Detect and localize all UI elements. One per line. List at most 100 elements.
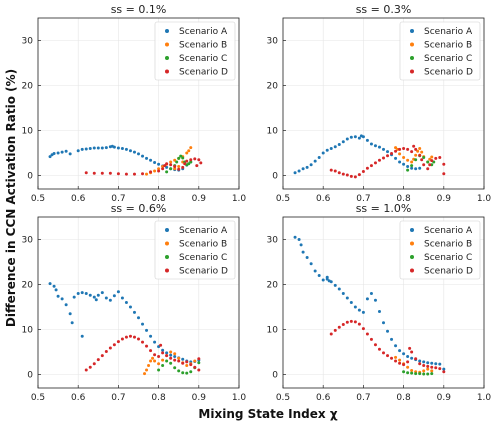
data-point [406,147,410,151]
data-point [169,350,173,354]
data-point [317,156,321,159]
data-point [398,349,402,353]
data-point [141,154,145,158]
data-point [369,142,373,146]
data-point [345,137,349,141]
data-point [173,158,177,162]
data-point [189,370,193,374]
data-point [96,146,100,150]
x-tick-label: 0.6 [71,194,86,204]
data-point [365,138,369,142]
data-point [394,359,398,363]
data-point [430,159,434,163]
data-point [80,334,84,338]
data-point [297,169,301,173]
data-point [345,296,349,300]
plot-frame [282,216,485,389]
data-point [402,352,406,356]
data-point [84,292,88,295]
x-tick-label: 0.6 [316,393,331,403]
data-point [141,322,145,326]
data-point [169,160,173,164]
data-point [321,278,325,282]
y-tick-label: 30 [267,236,279,246]
data-point [394,355,398,359]
data-point [418,166,422,170]
x-tick-label: 0.8 [396,393,411,403]
data-point [197,361,201,365]
data-point [430,365,434,369]
legend-label: Scenario C [424,253,472,263]
data-point [414,158,418,162]
data-point [112,294,116,298]
legend-label: Scenario D [424,267,473,277]
legend-marker [165,69,169,74]
data-point [54,288,58,292]
data-point [410,368,414,372]
data-point [293,171,297,175]
data-point [169,361,173,365]
legend: Scenario A Scenario B Scenario C Scenario D [154,220,236,280]
legend-marker [165,42,169,47]
data-point [305,165,309,169]
data-point [52,151,56,155]
data-point [108,346,112,350]
data-point [132,150,136,154]
data-point [414,357,418,361]
data-point [116,146,120,150]
data-point [394,344,398,348]
y-tick-label: 20 [267,281,279,291]
data-point [313,269,317,273]
data-point [145,344,149,348]
data-point [124,301,128,304]
data-point [100,146,104,150]
data-point [394,156,398,160]
data-point [157,362,161,366]
data-point [406,355,410,358]
data-point [394,146,398,150]
data-point [430,372,434,376]
data-point [153,160,157,164]
y-tick-label: 0 [272,172,278,182]
data-point [199,161,203,165]
data-point [124,172,128,176]
data-point [357,308,361,312]
legend-box [154,21,236,81]
data-point [329,332,333,336]
data-point [48,155,52,159]
data-point [72,295,76,299]
data-point [173,167,177,171]
data-point [124,147,128,151]
data-point [159,343,163,347]
data-point [297,238,301,241]
data-point [197,368,201,372]
data-point [161,364,165,367]
data-point [132,310,136,314]
data-point [416,149,420,153]
data-point [92,362,96,366]
data-point [153,169,157,173]
data-point [325,275,329,279]
data-point [357,136,361,140]
data-point [70,321,74,325]
x-tick-label: 0.9 [192,194,207,204]
legend-box [154,220,236,280]
data-point [149,334,153,338]
data-point [408,346,412,350]
y-tick-label: 10 [267,127,279,137]
data-point [189,146,193,150]
data-point [369,292,373,295]
data-point [426,367,430,371]
series-scenario-c [402,370,434,376]
x-tick-label: 0.5 [276,194,290,204]
data-point [48,282,52,286]
data-point [406,360,410,364]
data-point [124,335,128,339]
data-point [189,160,193,164]
data-point [177,165,181,168]
data-point [414,372,418,376]
data-point [410,164,414,168]
x-tick-label: 0.7 [356,194,370,204]
legend-marker [410,241,414,246]
data-point [68,312,72,316]
